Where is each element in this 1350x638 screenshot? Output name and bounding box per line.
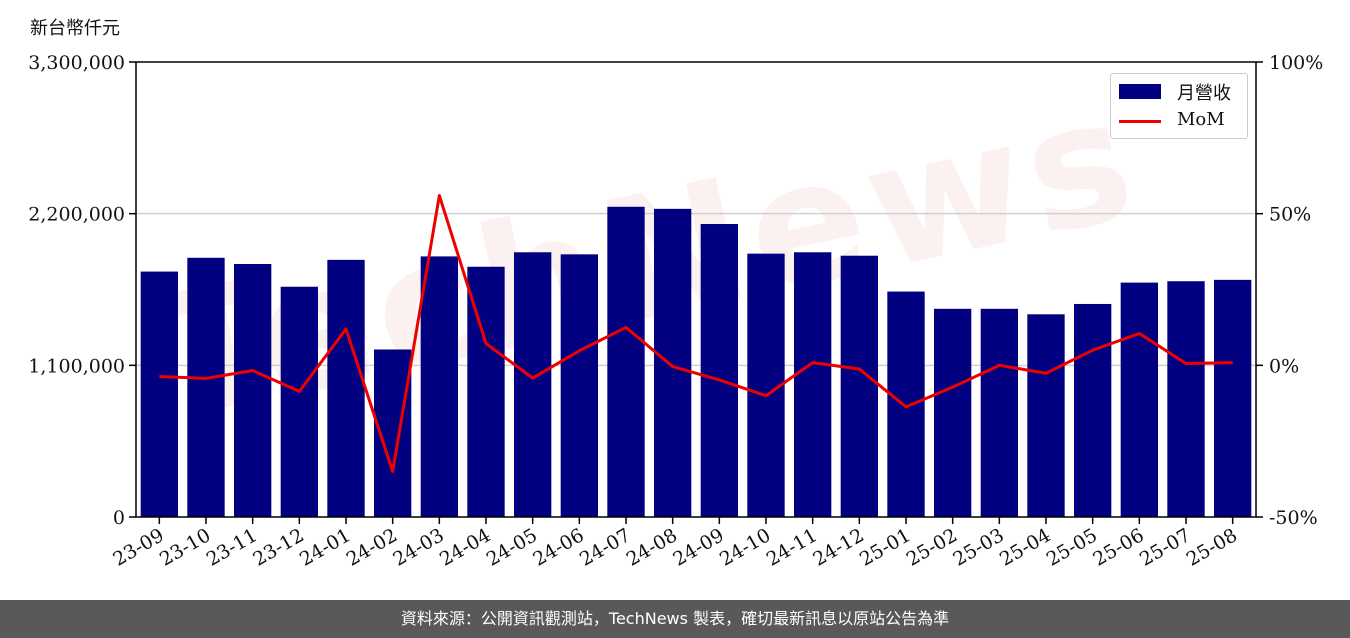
x-tick-label: 25-07: [1136, 524, 1194, 570]
revenue-bar: [280, 286, 318, 517]
x-tick-label: 25-05: [1043, 524, 1101, 570]
revenue-bar: [560, 254, 598, 517]
x-tick-label: 24-05: [483, 524, 541, 570]
revenue-bar: [607, 206, 645, 518]
revenue-chart: 0 1,100,000 2,200,000 3,300,000 -50% 0% 50% 100…: [28, 52, 1323, 571]
revenue-bar: [654, 208, 692, 517]
plot-frame: [135, 61, 1257, 518]
x-tick-label: 24-11: [763, 524, 821, 570]
right-tick-label: 100%: [1269, 52, 1323, 74]
revenue-bar: [840, 255, 878, 517]
x-tick-label: 24-07: [576, 524, 634, 570]
x-tick-label: 24-12: [809, 524, 867, 570]
revenue-bar: [234, 263, 272, 517]
left-tick-label: 0: [113, 507, 125, 529]
x-tick-label: 24-08: [623, 524, 681, 570]
revenue-bar: [187, 257, 225, 517]
revenue-bar: [1120, 282, 1158, 517]
revenue-bar: [1167, 281, 1205, 517]
x-tick-label: 25-06: [1089, 524, 1147, 570]
source-footer: 資料來源：公開資訊觀測站，TechNews 製表，確切最新訊息以原站公告為準: [0, 600, 1350, 638]
revenue-bar: [327, 259, 365, 517]
x-tick-label: 23-10: [156, 524, 214, 570]
legend-item-mom: MoM: [1111, 106, 1247, 134]
x-tick-label: 24-10: [716, 524, 774, 570]
revenue-bar: [1074, 303, 1112, 517]
y-axis-unit-label: 新台幣仟元: [30, 18, 120, 39]
legend-swatch-mom: [1119, 120, 1161, 123]
revenue-bar: [1027, 314, 1065, 517]
revenue-bar: [514, 252, 552, 518]
right-tick-label: 0%: [1269, 355, 1299, 377]
right-tick-label: -50%: [1269, 507, 1318, 529]
x-tick-label: 25-02: [903, 524, 961, 570]
left-tick-label: 1,100,000: [28, 355, 125, 377]
x-tick-label: 24-09: [669, 524, 727, 570]
x-tick-label: 25-01: [856, 524, 914, 570]
revenue-bar: [420, 256, 458, 517]
x-tick-label: 25-04: [996, 524, 1054, 570]
x-tick-label: 24-04: [436, 524, 494, 570]
legend-item-revenue: 月營收: [1111, 76, 1247, 104]
right-tick-label: 50%: [1269, 204, 1311, 226]
legend-swatch-revenue: [1119, 84, 1161, 99]
x-tick-label: 24-02: [343, 524, 401, 570]
chart-legend: 月營收 MoM: [1110, 73, 1248, 139]
revenue-bar: [887, 291, 925, 517]
x-tick-label: 23-09: [109, 524, 167, 570]
revenue-bar: [1214, 279, 1252, 517]
x-tick-label: 25-08: [1183, 524, 1241, 570]
revenue-bar: [794, 252, 832, 518]
legend-label-mom: MoM: [1177, 109, 1225, 130]
x-tick-label: 24-06: [529, 524, 587, 570]
left-tick-label: 3,300,000: [28, 52, 125, 74]
left-tick-label: 2,200,000: [28, 204, 125, 226]
mom-line: [159, 193, 1233, 473]
revenue-bar: [140, 271, 178, 517]
legend-label-revenue: 月營收: [1177, 83, 1231, 104]
revenue-bar: [980, 308, 1018, 517]
revenue-bar: [934, 308, 972, 517]
x-tick-label: 23-11: [203, 524, 261, 570]
x-tick-label: 24-03: [389, 524, 447, 570]
x-tick-label: 24-01: [296, 524, 354, 570]
revenue-bar: [700, 224, 738, 517]
x-tick-label: 23-12: [249, 524, 307, 570]
x-tick-label: 25-03: [949, 524, 1007, 570]
